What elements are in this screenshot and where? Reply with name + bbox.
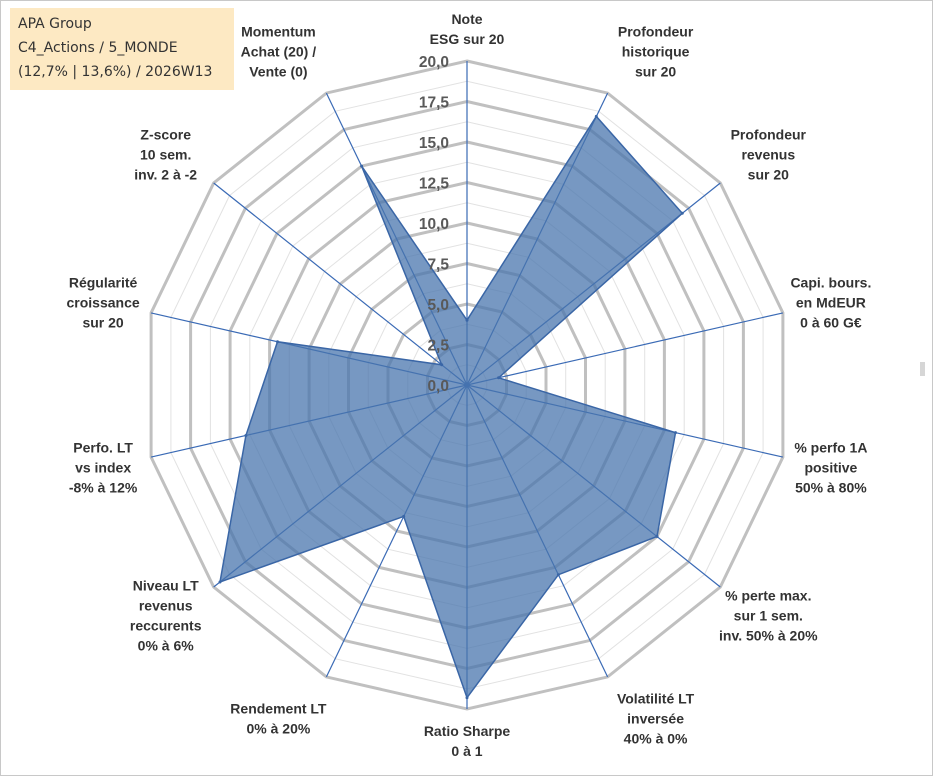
radial-tick-label: 2,5 [427, 338, 449, 355]
data-point [680, 211, 684, 215]
data-point [674, 431, 677, 435]
info-box: APA Group C4_Actions / 5_MONDE (12,7% | … [10, 8, 234, 90]
radial-tick-label: 20,0 [419, 54, 449, 71]
radial-tick-label: 7,5 [427, 257, 449, 274]
category-label: Note ESG sur 20 [430, 11, 505, 47]
category-label: Régularité croissance sur 20 [67, 275, 140, 331]
info-company-name: APA Group [18, 16, 92, 32]
radial-tick-label: 10,0 [419, 216, 449, 233]
category-label: Profondeur revenus sur 20 [731, 126, 807, 182]
data-point [465, 696, 469, 700]
data-point [465, 318, 469, 322]
data-point [556, 573, 560, 577]
category-label: Rendement LT 0% à 20% [230, 700, 327, 736]
category-label: Ratio Sharpe 0 à 1 [424, 723, 511, 759]
radial-tick-label: 15,0 [419, 135, 449, 152]
radial-tick-label: 5,0 [427, 297, 449, 314]
category-label: Volatilité LT inversée 40% à 0% [617, 690, 695, 746]
data-point [276, 340, 279, 344]
radial-tick-label: 12,5 [419, 176, 450, 193]
category-label: Capi. bours. en MdEUR 0 à 60 G€ [790, 275, 871, 331]
radar-spoke [213, 182, 468, 386]
data-point [594, 114, 598, 118]
series-polygon [219, 115, 684, 700]
category-labels: Note ESG sur 20 Profondeur historique sur 20… [67, 11, 872, 759]
category-label: Perfo. LT vs index -8% à 12% [69, 439, 138, 495]
category-label: Momentum Achat (20) / Vente (0) [241, 24, 317, 80]
series-area [218, 114, 684, 700]
category-label: % perte max. sur 1 sem. inv. 50% à 20% [719, 588, 818, 644]
data-point [655, 535, 659, 538]
category-label: Niveau LT revenus reccurents 0% à 6% [130, 578, 202, 654]
radial-tick-label: 17,5 [419, 95, 450, 112]
data-point [360, 164, 364, 168]
data-point [402, 514, 406, 518]
radial-tick-labels: 0,0 2,5 5,0 7,5 10,0 12,5 15,0 17,5 20,0 [419, 54, 450, 395]
data-point [244, 434, 248, 437]
radial-tick-label: 0,0 [427, 378, 449, 395]
category-label: Z-score 10 sem. inv. 2 à -2 [134, 126, 197, 182]
info-portfolio: C4_Actions / 5_MONDE [18, 40, 178, 56]
category-label: Profondeur historique sur 20 [618, 24, 694, 80]
radar-spoke [466, 312, 784, 386]
scrollbar-thumb[interactable] [920, 362, 925, 376]
category-label: % perfo 1A positive 50% à 80% [794, 439, 867, 495]
info-performance-week: (12,7% | 13,6%) / 2026W13 [18, 64, 213, 80]
data-point [218, 580, 222, 584]
data-point [440, 363, 444, 367]
data-point [497, 376, 501, 380]
